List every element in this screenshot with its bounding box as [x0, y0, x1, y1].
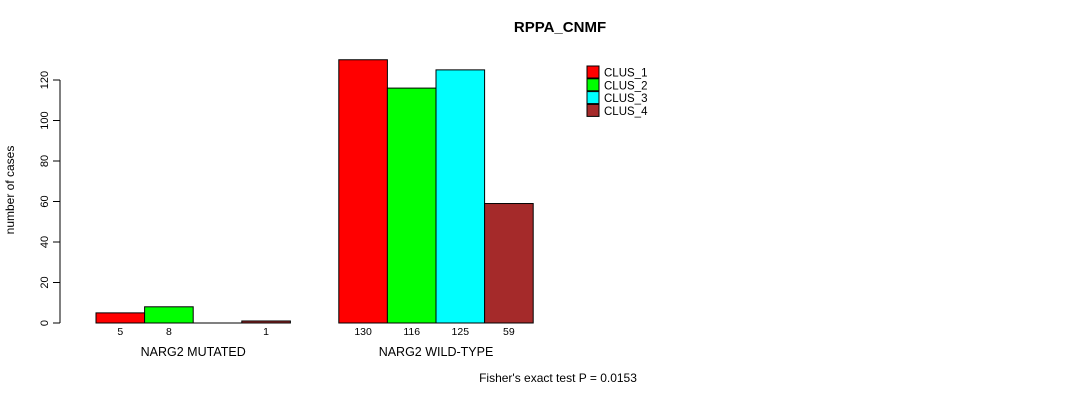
- legend-swatch: [586, 78, 600, 92]
- bar: [95, 312, 146, 324]
- bar-value-label: 59: [503, 326, 515, 338]
- bars-group: 5 8 1 130 116 125 59: [95, 59, 534, 338]
- y-tick-label: 20: [39, 276, 51, 288]
- x-group-label: NARG2 MUTATED: [141, 345, 246, 359]
- y-axis-label: number of cases: [3, 146, 17, 235]
- y-tick-label: 0: [39, 320, 51, 326]
- bar-value-label: 125: [452, 326, 470, 338]
- y-tick-label: 120: [39, 71, 51, 89]
- y-tick-label: 80: [39, 155, 51, 167]
- legend-label: CLUS_1: [604, 68, 647, 80]
- bar: [435, 69, 486, 324]
- bar: [386, 87, 437, 324]
- legend-swatch: [586, 103, 600, 117]
- bar: [241, 320, 291, 324]
- bar: [338, 59, 388, 324]
- legend-swatch: [586, 91, 600, 105]
- y-tick-label: 40: [39, 236, 51, 248]
- y-axis: 0 20 40 60 80 100 120: [39, 71, 61, 326]
- y-tick-label: 100: [39, 111, 51, 129]
- legend-label: CLUS_4: [604, 106, 648, 118]
- bar-value-label: 8: [166, 326, 172, 338]
- legend-label: CLUS_3: [604, 93, 647, 105]
- bar-value-label: 5: [117, 326, 123, 338]
- bar-value-label: 130: [354, 326, 372, 338]
- chart-title: RPPA_CNMF: [514, 19, 606, 36]
- footnote: Fisher's exact test P = 0.0153: [479, 371, 637, 385]
- legend-label: CLUS_2: [604, 80, 647, 92]
- legend-swatch: [586, 65, 600, 79]
- bar-value-label: 116: [403, 326, 420, 338]
- group-labels: NARG2 MUTATED NARG2 WILD-TYPE: [141, 345, 494, 359]
- y-tick-label: 60: [39, 195, 51, 207]
- bar: [144, 306, 194, 324]
- bar-value-label: 1: [263, 326, 269, 338]
- bar: [484, 203, 534, 324]
- x-group-label: NARG2 WILD-TYPE: [379, 345, 494, 359]
